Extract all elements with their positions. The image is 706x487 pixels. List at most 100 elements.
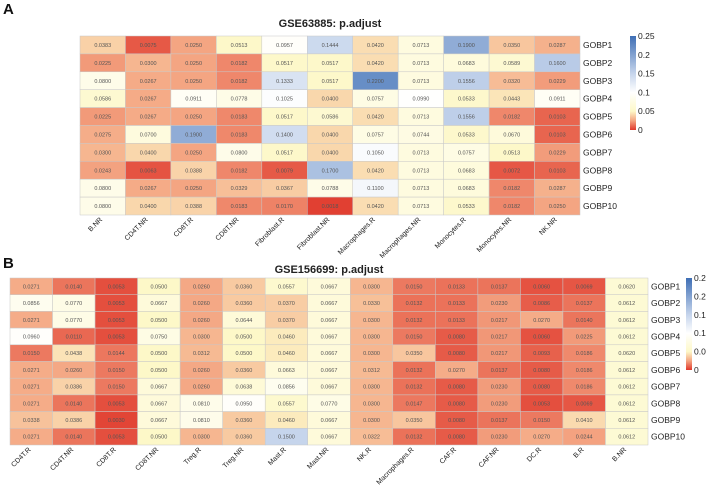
- column-label: B.NR: [611, 446, 628, 463]
- column-label: B.NR: [87, 216, 104, 233]
- cell-value-label: 0.0053: [108, 401, 125, 407]
- cell-value-label: 0.0225: [94, 61, 111, 67]
- cell-value-label: 0.0150: [406, 284, 423, 290]
- cell-value-label: 0.0244: [576, 435, 593, 441]
- cell-value-label: 0.0229: [549, 79, 566, 85]
- cell-value-label: 0.0638: [236, 385, 253, 391]
- colorbar-tick-label: 0: [694, 365, 699, 375]
- cell-value-label: 0.0757: [367, 97, 384, 103]
- colorbar-tick-label: 0.2: [638, 50, 650, 60]
- cell-value-label: 0.0513: [503, 150, 520, 156]
- cell-value-label: 0.0080: [533, 385, 550, 391]
- column-label: CD8T.R: [173, 216, 195, 238]
- cell-value-label: 0.0443: [503, 97, 520, 103]
- column-label: Fibroblast.NR: [296, 216, 331, 251]
- row-label: GOBP9: [583, 183, 613, 193]
- cell-value-label: 0.0420: [367, 115, 384, 121]
- colorbar: [630, 36, 636, 130]
- cell-value-label: 0.0713: [412, 61, 429, 67]
- row-label: GOBP7: [651, 382, 681, 392]
- cell-value-label: 0.0386: [65, 385, 82, 391]
- row-label: GOBP4: [583, 94, 613, 104]
- row-label: GOBP7: [583, 147, 613, 157]
- cell-value-label: 0.0230: [491, 435, 508, 441]
- cell-value-label: 0.0770: [65, 301, 82, 307]
- cell-value-label: 0.0182: [503, 115, 520, 121]
- cell-value-label: 0.0260: [193, 385, 210, 391]
- column-label: Fibroblast.R: [254, 216, 286, 248]
- cell-value-label: 0.0060: [533, 284, 550, 290]
- column-label: Treg.R: [183, 446, 203, 466]
- cell-value-label: 0.0132: [406, 435, 423, 441]
- cell-value-label: 0.0438: [65, 351, 82, 357]
- cell-value-label: 0.0132: [406, 301, 423, 307]
- cell-value-label: 0.0300: [140, 61, 157, 67]
- heatmap-a-title: GSE63885: p.adjust: [278, 18, 382, 30]
- cell-value-label: 0.0350: [503, 43, 520, 49]
- cell-value-label: 0.0300: [363, 284, 380, 290]
- cell-value-label: 0.0086: [533, 301, 550, 307]
- cell-value-label: 0.0170: [276, 204, 293, 210]
- cell-value-label: 0.0069: [576, 401, 593, 407]
- cell-value-label: 0.0713: [412, 43, 429, 49]
- cell-value-label: 0.0500: [150, 318, 167, 324]
- column-label: CD8T.R: [95, 446, 117, 468]
- colorbar-tick-label: 0.05: [638, 106, 655, 116]
- cell-value-label: 0.0300: [193, 334, 210, 340]
- cell-value-label: 0.0460: [278, 351, 295, 357]
- cell-value-label: 0.0400: [322, 97, 339, 103]
- cell-value-label: 0.0667: [321, 385, 338, 391]
- cell-value-label: 0.1100: [367, 186, 383, 192]
- cell-value-label: 0.0300: [363, 385, 380, 391]
- cell-value-label: 0.0275: [94, 132, 111, 138]
- panel-label-a: A: [3, 1, 14, 18]
- cell-value-label: 0.0182: [231, 79, 248, 85]
- row-label: GOBP3: [651, 315, 681, 325]
- cell-value-label: 0.0267: [140, 97, 157, 103]
- colorbar-tick-label: 0.15: [694, 310, 706, 320]
- heatmap-cell: [534, 196, 581, 216]
- cell-value-label: 0.0667: [321, 368, 338, 374]
- cell-value-label: 0.0300: [94, 150, 111, 156]
- cell-value-label: 0.0410: [576, 418, 593, 424]
- cell-value-label: 0.0300: [363, 418, 380, 424]
- cell-value-label: 0.1025: [276, 97, 293, 103]
- cell-value-label: 0.0757: [367, 132, 384, 138]
- cell-value-label: 0.0225: [94, 115, 111, 121]
- cell-value-label: 0.0270: [533, 318, 550, 324]
- cell-value-label: 0.0667: [321, 318, 338, 324]
- colorbar-tick-label: 0.15: [638, 69, 655, 79]
- cell-value-label: 0.0250: [185, 43, 202, 49]
- cell-value-label: 0.0230: [491, 301, 508, 307]
- cell-value-label: 0.0586: [94, 97, 111, 103]
- row-label: GOBP10: [651, 432, 685, 442]
- cell-value-label: 0.0053: [108, 301, 125, 307]
- cell-value-label: 0.0053: [108, 318, 125, 324]
- cell-value-label: 0.0810: [193, 401, 210, 407]
- cell-value-label: 0.0217: [491, 351, 508, 357]
- cell-value-label: 0.0182: [231, 168, 248, 174]
- cell-value-label: 0.0667: [321, 435, 338, 441]
- cell-value-label: 0.0388: [185, 204, 202, 210]
- cell-value-label: 0.0300: [363, 401, 380, 407]
- cell-value-label: 0.0713: [412, 204, 429, 210]
- cell-value-label: 0.0080: [448, 435, 465, 441]
- cell-value-label: 0.0260: [193, 368, 210, 374]
- cell-value-label: 0.0267: [140, 79, 157, 85]
- cell-value-label: 0.0053: [108, 284, 125, 290]
- cell-value-label: 0.1556: [458, 79, 475, 85]
- cell-value-label: 0.0800: [94, 204, 111, 210]
- cell-value-label: 0.0300: [363, 318, 380, 324]
- cell-value-label: 0.0612: [618, 301, 635, 307]
- cell-value-label: 0.0612: [618, 418, 635, 424]
- row-label: GOBP2: [651, 298, 681, 308]
- cell-value-label: 0.0267: [140, 115, 157, 121]
- cell-value-label: 0.0400: [140, 204, 157, 210]
- cell-value-label: 0.0300: [193, 435, 210, 441]
- cell-value-label: 0.0080: [533, 368, 550, 374]
- cell-value-label: 0.0312: [193, 351, 210, 357]
- cell-value-label: 0.0103: [549, 132, 566, 138]
- column-label: Treg.NR: [222, 446, 245, 469]
- cell-value-label: 0.0360: [236, 301, 253, 307]
- cell-value-label: 0.0186: [576, 385, 593, 391]
